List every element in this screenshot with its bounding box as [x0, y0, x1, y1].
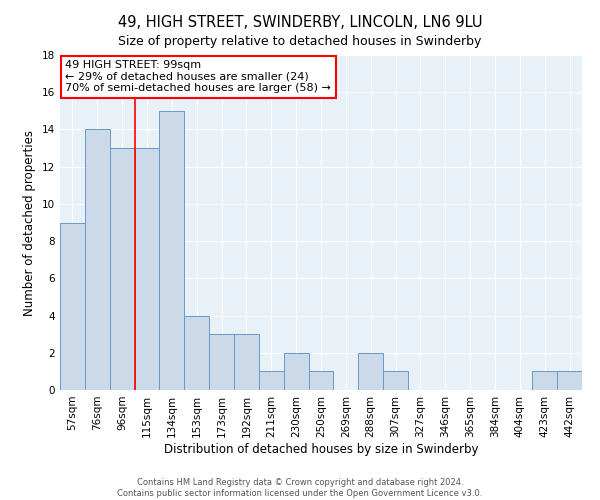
- Bar: [259, 372, 284, 390]
- Bar: [557, 372, 582, 390]
- Text: 49, HIGH STREET, SWINDERBY, LINCOLN, LN6 9LU: 49, HIGH STREET, SWINDERBY, LINCOLN, LN6…: [118, 15, 482, 30]
- Text: Size of property relative to detached houses in Swinderby: Size of property relative to detached ho…: [118, 35, 482, 48]
- Bar: [110, 148, 134, 390]
- Text: 49 HIGH STREET: 99sqm
← 29% of detached houses are smaller (24)
70% of semi-deta: 49 HIGH STREET: 99sqm ← 29% of detached …: [65, 60, 331, 93]
- Bar: [60, 222, 85, 390]
- Bar: [383, 372, 408, 390]
- Bar: [160, 111, 184, 390]
- Bar: [85, 130, 110, 390]
- Bar: [532, 372, 557, 390]
- Y-axis label: Number of detached properties: Number of detached properties: [23, 130, 37, 316]
- Bar: [358, 353, 383, 390]
- Bar: [134, 148, 160, 390]
- Bar: [234, 334, 259, 390]
- Bar: [209, 334, 234, 390]
- Text: Contains HM Land Registry data © Crown copyright and database right 2024.
Contai: Contains HM Land Registry data © Crown c…: [118, 478, 482, 498]
- Bar: [184, 316, 209, 390]
- X-axis label: Distribution of detached houses by size in Swinderby: Distribution of detached houses by size …: [164, 442, 478, 456]
- Bar: [308, 372, 334, 390]
- Bar: [284, 353, 308, 390]
